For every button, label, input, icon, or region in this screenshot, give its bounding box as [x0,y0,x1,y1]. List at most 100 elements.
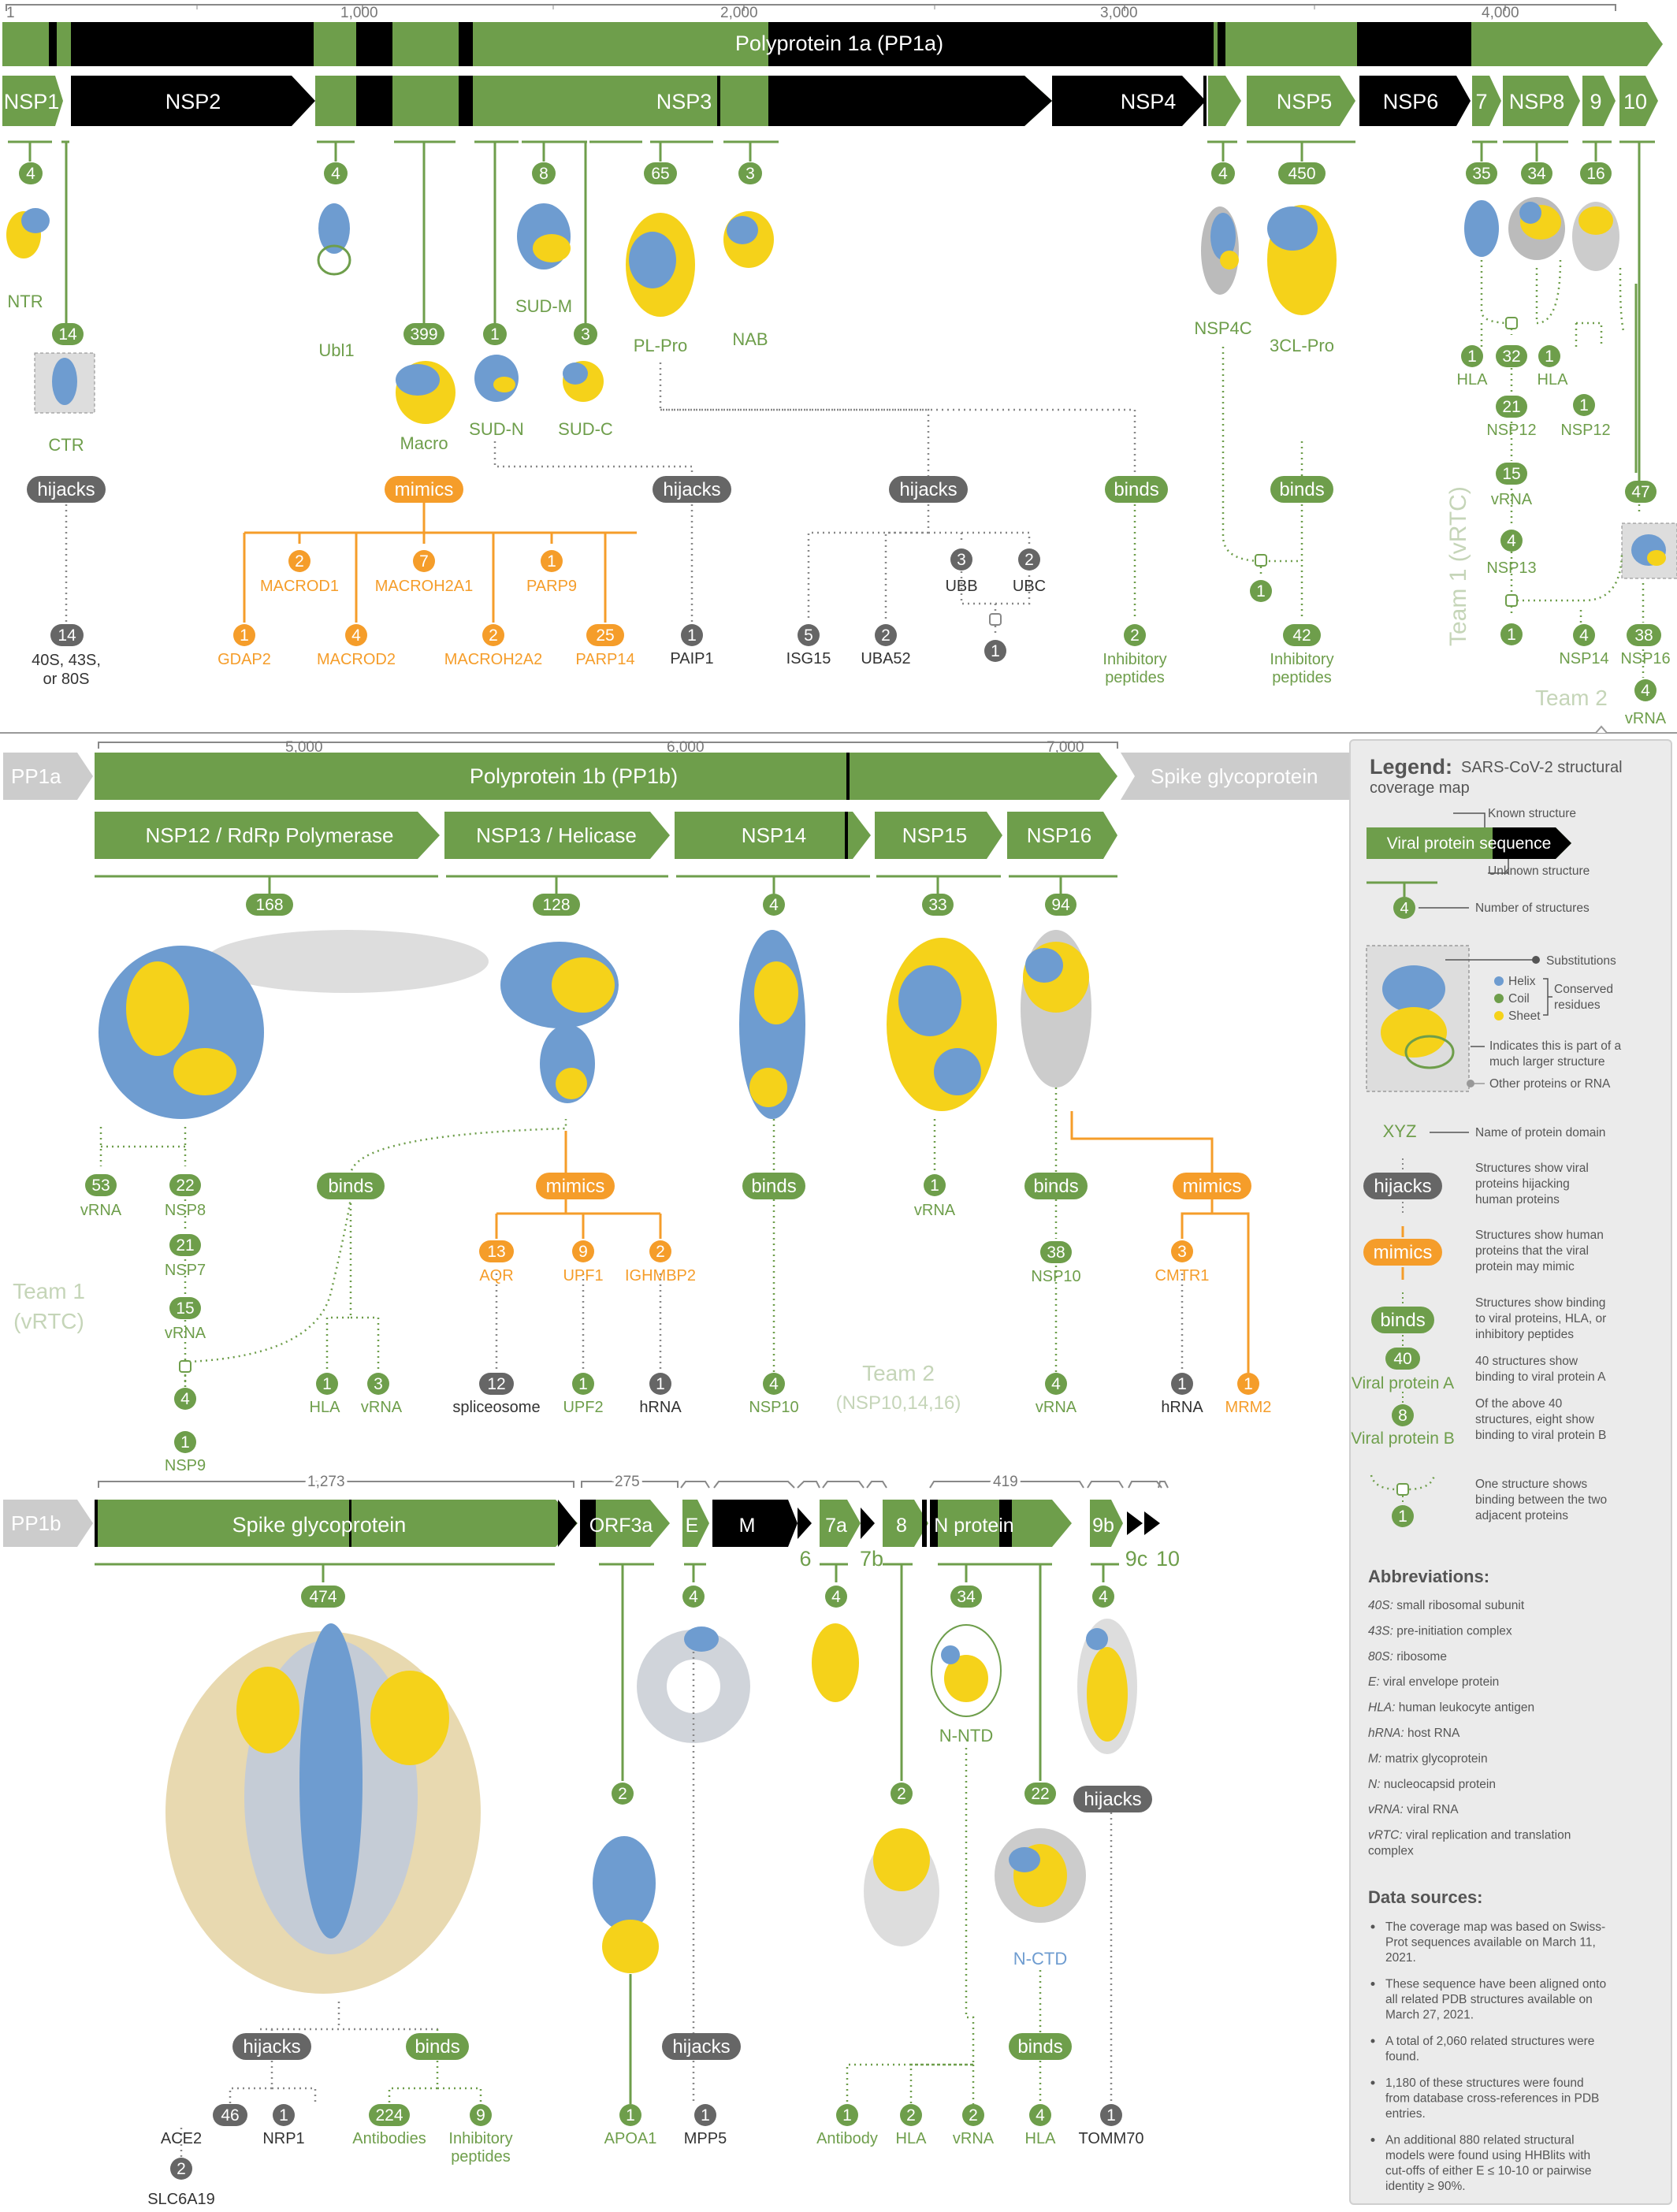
ds-line: An additional 880 related structural [1385,2134,1575,2147]
legend-count-4: 4 [1400,900,1408,917]
nsp7-label: 7 [1475,90,1487,113]
label-nsp4c: NSP4C [1194,318,1251,338]
label-ctr: CTR [48,435,84,455]
legend-c8: 8 [1398,1407,1407,1425]
polyprotein-1a-bar[interactable] [2,22,1663,66]
hijacks-orf9b: hijacks [1084,1789,1141,1810]
legend-subs: Substitutions [1546,954,1616,968]
label-macrod2: MACROD2 [317,651,396,668]
count-apoa1: 1 [626,2106,635,2125]
ds-line: models were found using HHBlits with [1385,2149,1590,2162]
pp1b-stub: PP1b [11,1511,61,1535]
abbr-item-cont: complex [1368,1845,1414,1858]
binds-n: binds [1017,2036,1062,2058]
team2b-label-2: (NSP10,14,16) [836,1392,961,1414]
orf8-label: 8 [896,1515,907,1537]
count-nsp10: 47 [1631,483,1649,501]
label-inhib3-2: peptides [451,2148,511,2166]
nsp15-arrow [875,812,1002,859]
label-hla1: HLA [1457,371,1489,388]
structure-nsp9 [1572,202,1619,271]
mimics-nsp16: mimics [1183,1176,1242,1197]
label-inhib2-2: peptides [1272,669,1332,686]
label-macrod1: MACROD1 [260,578,339,595]
team1-vertical: Team 1 (vRTC) [1445,486,1471,646]
count-nsp15: 33 [928,896,946,914]
count-nsp1: 4 [26,165,35,183]
count-paip1: 1 [687,626,697,645]
count-nsp9-1: 1 [180,1433,190,1452]
polyprotein-1b-bar[interactable] [3,753,1355,800]
count-38: 38 [1634,626,1653,645]
legend-hij-3: human proteins [1475,1193,1560,1206]
count-spike: 474 [309,1588,337,1606]
structural-proteins-bar[interactable] [3,1500,1160,1547]
count-nsp14: 4 [1579,626,1589,645]
legend-d1-3: adjacent proteins [1475,1509,1568,1522]
label-macroh2a2: MACROH2A2 [444,651,542,668]
label-sudc: SUD-C [558,419,613,439]
count-nsp10: 4 [769,1375,779,1393]
binds-plpro: binds [1114,479,1158,500]
nsp5-arrow [1247,76,1355,126]
structure-thumbnails-row1 [6,197,1677,579]
structure-orf3a [593,1836,659,1973]
legend-domain: Name of protein domain [1475,1126,1605,1139]
legend-bind-1: Structures show binding [1475,1296,1605,1310]
nsp2-arrow [71,76,315,126]
e-label: E [686,1515,699,1537]
legend-hij-1: Structures show viral [1475,1162,1589,1175]
tick-6000: 6,000 [667,739,705,756]
label-inhib1-2: peptides [1105,669,1165,686]
count-uba52: 2 [881,626,891,645]
nsp2-label: NSP2 [165,90,221,113]
label-slc6a19: SLC6A19 [147,2191,215,2208]
ds-line: The coverage map was based on Swiss- [1385,1920,1605,1934]
abbr-item: 80S: ribosome [1368,1650,1447,1664]
legend-d8-2: structures, eight show [1475,1413,1595,1426]
count-hla1: 1 [1467,348,1477,366]
count-ace2: 46 [221,2106,239,2125]
ds-line: all related PDB structures available on [1385,1993,1593,2006]
label-nntd: N-NTD [939,1726,993,1745]
label-mpp5: MPP5 [684,2130,727,2147]
count-nsp7: 35 [1472,165,1490,183]
label-mrm2: MRM2 [1225,1399,1272,1416]
team2b-label-1: Team 2 [862,1361,935,1385]
nsp13-arrow [444,812,670,859]
nsp8-arrow [1503,76,1580,126]
label-antibodies: Antibodies [352,2130,426,2147]
count-32: 32 [1502,348,1520,366]
nsp1-arrow [2,76,63,126]
nsp12-arrow [95,812,440,859]
spike-label: Spike glycoprotein [232,1513,407,1537]
mimics-helicase: mimics [546,1176,605,1197]
legend-subtitle-1: SARS-CoV-2 structural [1461,759,1623,776]
legend-c1: 1 [1398,1508,1407,1526]
count-gdap2: 1 [240,626,249,645]
structure-macro [396,361,456,424]
nsp5-label: NSP5 [1277,90,1333,113]
pp1b-title: Polyprotein 1b (PP1b) [470,764,678,788]
abbr-item: hRNA: host RNA [1368,1727,1460,1740]
count-inhib2: 42 [1292,626,1311,645]
tick-4000: 4,000 [1482,5,1519,21]
structure-nsp7 [1464,200,1499,257]
nsp10-arrow [1619,76,1658,126]
label-sudm: SUD-M [515,296,572,316]
label-hla-b: HLA [310,1399,341,1416]
structure-nsp10 [1621,522,1677,579]
count-antibodies: 224 [375,2106,403,2125]
nsp-arrows-row1[interactable] [2,76,1658,126]
nsp13-label: NSP13 / Helicase [476,823,637,847]
structure-nctd [995,1828,1086,1923]
nsp12-label: NSP12 / RdRp Polymerase [145,823,393,847]
label-nsp10-38: NSP10 [1031,1268,1080,1285]
label-ubl1: Ubl1 [318,340,354,360]
label-tomm70: TOMM70 [1079,2130,1144,2147]
pp1a-title: Polyprotein 1a (PP1a) [735,32,943,55]
structure-nsp4c [1201,206,1239,295]
tick-7000: 7,000 [1047,739,1084,756]
nsp-arrows-row2[interactable] [95,812,1117,859]
